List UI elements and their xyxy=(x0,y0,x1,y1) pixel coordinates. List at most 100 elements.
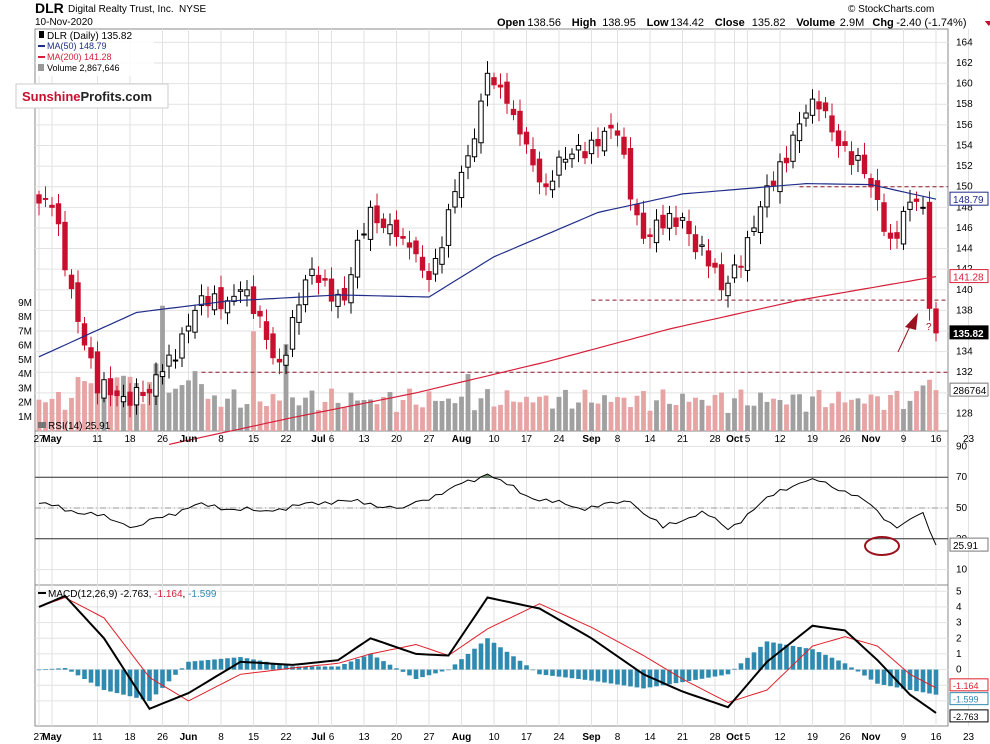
candle-body xyxy=(439,247,445,265)
volume-bar xyxy=(933,390,939,431)
macd-histogram-bar xyxy=(127,669,133,697)
volume-bar xyxy=(361,400,367,431)
candle-body xyxy=(790,134,796,162)
price-tick-label: 158 xyxy=(956,99,973,110)
candle-body xyxy=(94,351,101,394)
ma200-value-tag-box xyxy=(949,269,989,284)
candle-body xyxy=(601,130,608,152)
candle-body xyxy=(575,144,582,151)
x-tick-label-bottom: 12 xyxy=(774,732,786,743)
macd-histogram-bar xyxy=(49,668,55,670)
candle-body xyxy=(88,347,94,359)
volume-bar xyxy=(667,403,672,431)
macd-histogram-bar xyxy=(309,666,315,670)
volume-bar xyxy=(88,383,94,431)
volume-bar xyxy=(829,403,835,431)
macd-histogram-bar xyxy=(881,669,887,685)
candle-body xyxy=(328,278,335,302)
macd-histogram-bar xyxy=(660,669,666,686)
x-tick-label-bottom: 21 xyxy=(677,732,689,743)
candle-body xyxy=(231,295,237,302)
macd-signal-tag-box xyxy=(949,678,989,692)
volume-bar xyxy=(719,392,724,431)
candle-body xyxy=(855,155,861,161)
macd-histogram-bar xyxy=(56,668,61,670)
x-tick-label: 22 xyxy=(280,434,292,445)
candle-body xyxy=(445,209,452,246)
macd-histogram-bar xyxy=(491,642,497,670)
volume-bar xyxy=(914,391,919,431)
candle-body xyxy=(634,204,640,216)
macd-histogram-bar xyxy=(348,661,354,670)
volume-tick-label: 8M xyxy=(18,312,32,323)
price-tick-label: 156 xyxy=(956,120,973,131)
volume-bar xyxy=(485,389,490,431)
x-tick-label: 27 xyxy=(423,434,435,445)
candle-body xyxy=(523,131,530,145)
x-tick-label-bottom: 24 xyxy=(553,732,565,743)
candle-body xyxy=(341,287,348,301)
volume-bar xyxy=(303,397,308,431)
candle-body xyxy=(842,141,848,146)
candle-body xyxy=(289,317,296,350)
macd-histogram-bar xyxy=(459,659,464,670)
macd-histogram-bar xyxy=(628,669,633,687)
candle-body xyxy=(530,149,536,166)
volume-bar xyxy=(901,409,906,431)
candle-body xyxy=(640,212,647,239)
candle-body xyxy=(874,180,881,201)
candle-body xyxy=(868,177,874,188)
candle-body xyxy=(367,206,374,240)
x-tick-label: 18 xyxy=(124,434,136,445)
volume-bar xyxy=(712,394,718,431)
macd-histogram-bar xyxy=(673,669,679,684)
candle-body xyxy=(42,197,49,200)
volume-bar xyxy=(498,404,503,431)
volume-tick-label: 5M xyxy=(18,355,32,366)
candle-body xyxy=(270,333,276,359)
rsi-tick-label: 50 xyxy=(956,503,968,514)
x-tick-label-bottom: 8 xyxy=(218,732,224,743)
volume-bar xyxy=(82,381,87,431)
macd-histogram-bar xyxy=(530,669,536,671)
candle-body xyxy=(432,258,439,275)
candle-body xyxy=(900,210,907,245)
ohlc-label: High xyxy=(572,17,597,29)
volume-bar xyxy=(543,395,549,431)
volume-tick-label: 1M xyxy=(18,412,32,423)
candle-body xyxy=(426,271,432,280)
volume-bar xyxy=(49,398,55,431)
candle-body xyxy=(497,84,504,88)
legend-main: DLR (Daily) 135.82 xyxy=(47,31,132,42)
macd-histogram-bar xyxy=(550,669,555,676)
x-tick-label: 10 xyxy=(488,434,500,445)
macd-line xyxy=(38,594,937,714)
x-tick-label: Nov xyxy=(862,434,881,445)
volume-bar xyxy=(888,395,893,431)
candle-body xyxy=(478,100,484,144)
logo-sunshine: Sunshine xyxy=(22,89,81,104)
volume-bar xyxy=(374,404,380,431)
candle-body xyxy=(296,304,302,323)
volume-bar xyxy=(218,406,224,431)
volume-bar xyxy=(881,409,887,431)
question-mark: ? xyxy=(926,322,932,333)
candle-body xyxy=(647,234,653,238)
x-tick-label-bottom: 26 xyxy=(839,732,851,743)
price-tick-label: 150 xyxy=(956,182,973,193)
volume-bar xyxy=(732,398,737,431)
candle-body xyxy=(816,101,822,110)
candle-body xyxy=(205,295,211,307)
candle-body xyxy=(751,227,757,232)
volume-bar xyxy=(621,397,627,431)
volume-bar xyxy=(569,408,575,431)
candle-body xyxy=(68,274,75,290)
x-tick-label-bottom: 13 xyxy=(358,732,370,743)
macd-histogram-bar xyxy=(160,669,165,688)
macd-histogram-bar xyxy=(153,669,159,695)
macd-tick-label: 4 xyxy=(956,602,962,613)
candle-body xyxy=(458,171,465,199)
macd-histogram-bar xyxy=(433,669,438,674)
macd-histogram-bar xyxy=(186,661,191,670)
volume-bar xyxy=(283,344,289,431)
